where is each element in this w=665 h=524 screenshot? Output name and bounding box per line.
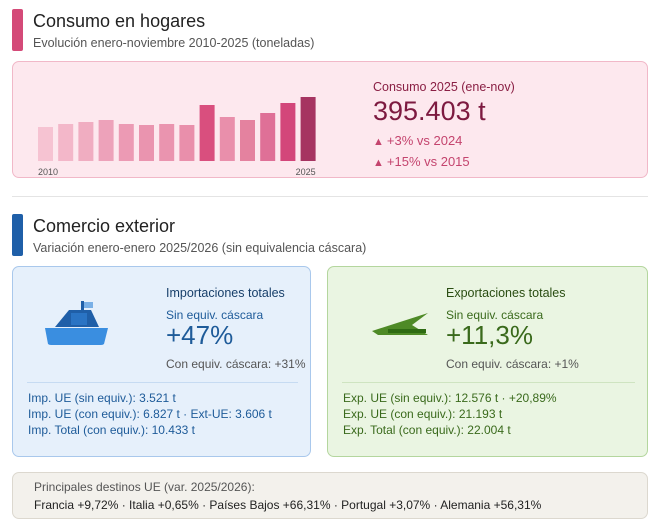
consumo-subtitle: Evolución enero-noviembre 2010-2025 (ton… — [33, 36, 315, 50]
exportaciones-info: Exportaciones totales Sin equiv. cáscara… — [446, 285, 579, 371]
destinos-list: Francia +9,72% · Italia +0,65% · Países … — [34, 498, 542, 512]
consumo-card: 2010 2025 Consumo 2025 (ene-nov) 395.403 … — [12, 61, 648, 178]
importaciones-big-value: +47% — [166, 320, 234, 350]
bar-2021 — [260, 113, 276, 161]
importaciones-title: Importaciones totales — [166, 286, 285, 300]
exportaciones-line: Exp. Total (con equiv.): 22.004 t — [343, 423, 511, 437]
bar-2012 — [78, 122, 94, 161]
exportaciones-note: Con equiv. cáscara: +1% — [446, 357, 579, 371]
bar-2020 — [240, 120, 255, 161]
bar-2014 — [118, 124, 134, 161]
consumo-accent-bar — [12, 9, 23, 51]
bar-2017 — [179, 125, 195, 161]
kpi-label: Consumo 2025 (ene-nov) — [373, 80, 515, 94]
importaciones-separator — [27, 382, 298, 383]
bar-2019 — [219, 117, 235, 161]
exportaciones-lines: Exp. UE (sin equiv.): 12.576 t · +20,89%… — [343, 390, 557, 438]
plane-icon — [372, 313, 428, 335]
consumo-kpi: Consumo 2025 (ene-nov) 395.403 t ▲ +3% vs… — [373, 79, 515, 173]
destinos-card: Principales destinos UE (var. 2025/2026)… — [12, 472, 648, 519]
section-divider — [12, 196, 648, 197]
kpi-delta-2024: ▲ +3% vs 2024 — [373, 131, 515, 152]
kpi-delta-2015: ▲ +15% vs 2015 — [373, 152, 515, 173]
exportaciones-small-label: Sin equiv. cáscara — [446, 308, 544, 322]
exportaciones-card: Exportaciones totales Sin equiv. cáscara… — [327, 266, 648, 457]
bar-2023 — [300, 97, 316, 161]
bar-2016 — [159, 124, 175, 161]
destinos-title: Principales destinos UE (var. 2025/2026)… — [34, 480, 255, 494]
bar-2015 — [139, 125, 154, 161]
bar-2011 — [58, 124, 74, 161]
exportaciones-separator — [342, 382, 635, 383]
delta-2-text: +15% vs 2015 — [386, 154, 470, 169]
importaciones-line: Imp. UE (sin equiv.): 3.521 t — [28, 391, 176, 405]
importaciones-lines: Imp. UE (sin equiv.): 3.521 t Imp. UE (c… — [28, 390, 272, 438]
bar-2013 — [98, 120, 114, 161]
kpi-value: 395.403 t — [373, 96, 486, 126]
consumo-bar-chart: 2010 2025 — [38, 97, 316, 177]
bar-2018 — [199, 105, 215, 161]
comercio-title: Comercio exterior — [33, 216, 176, 236]
triangle-up-icon: ▲ — [373, 136, 384, 148]
exportaciones-line: Exp. UE (sin equiv.): 12.576 t · +20,89% — [343, 391, 557, 405]
exportaciones-title: Exportaciones totales — [446, 286, 566, 300]
importaciones-card: Importaciones totales Sin equiv. cáscara… — [12, 266, 311, 457]
x-tick-label-0: 2010 — [38, 167, 58, 177]
comercio-accent-bar — [12, 214, 23, 256]
comercio-header: Comercio exterior Variación enero-enero … — [12, 214, 366, 257]
x-tick-label-1: 2025 — [296, 167, 316, 177]
exportaciones-line: Exp. UE (con equiv.): 21.193 t — [343, 407, 503, 421]
consumo-title: Consumo en hogares — [33, 11, 206, 31]
importaciones-line: Imp. Total (con equiv.): 10.433 t — [28, 423, 195, 437]
importaciones-info: Importaciones totales Sin equiv. cáscara… — [166, 285, 306, 371]
consumo-header: Consumo en hogares Evolución enero-novie… — [12, 9, 314, 52]
exportaciones-big-value: +11,3% — [446, 320, 533, 350]
importaciones-line: Imp. UE (con equiv.): 6.827 t · Ext-UE: … — [28, 407, 272, 421]
bar-2022 — [280, 103, 296, 161]
comercio-subtitle: Variación enero-enero 2025/2026 (sin equ… — [33, 241, 367, 255]
importaciones-note: Con equiv. cáscara: +31% — [166, 357, 306, 371]
ship-icon — [45, 301, 108, 345]
triangle-up-icon: ▲ — [373, 157, 384, 169]
bar-2010 — [38, 127, 53, 161]
delta-1-text: +3% vs 2024 — [386, 133, 463, 148]
importaciones-small-label: Sin equiv. cáscara — [166, 308, 264, 322]
